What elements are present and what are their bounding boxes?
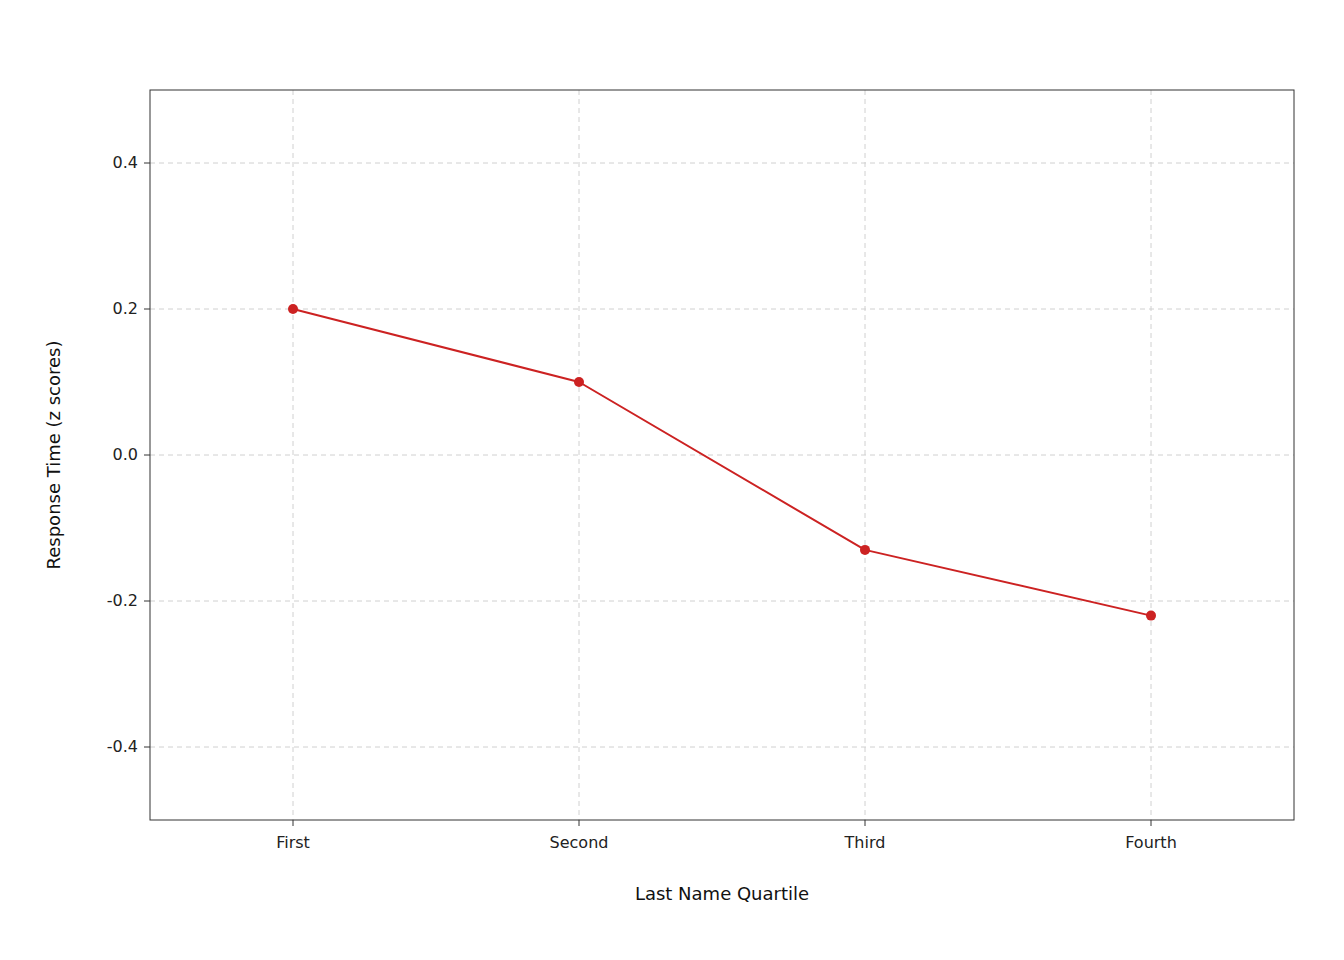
tick-label: 0.2 xyxy=(113,299,138,318)
tick-mark xyxy=(144,601,150,602)
chart-container: -0.4 -0.2 0.0 0.2 0.4 First Second Third Fourth L… xyxy=(0,0,1344,960)
marker xyxy=(860,545,870,555)
tick-mark xyxy=(865,820,866,826)
tick-mark xyxy=(144,163,150,164)
chart: -0.4 -0.2 0.0 0.2 0.4 First Second Third Fourth L… xyxy=(0,0,1344,960)
tick-label: 0.4 xyxy=(113,153,138,172)
grid-line xyxy=(150,747,1294,748)
tick-mark xyxy=(144,747,150,748)
grid-line xyxy=(293,90,294,820)
marker xyxy=(1146,611,1156,621)
tick-label: Fourth xyxy=(1125,833,1177,852)
line xyxy=(293,309,1151,616)
series xyxy=(288,304,1156,621)
tick-mark xyxy=(144,309,150,310)
grid-line xyxy=(150,601,1294,602)
tick-label: -0.4 xyxy=(107,737,138,756)
grid-line xyxy=(150,309,1294,310)
plot-frame xyxy=(150,90,1294,820)
tick-label: Third xyxy=(844,833,886,852)
grid-line xyxy=(1151,90,1152,820)
x-axis-label: Last Name Quartile xyxy=(635,883,809,904)
tick-mark xyxy=(144,455,150,456)
tick-mark xyxy=(579,820,580,826)
tick-label: -0.2 xyxy=(107,591,138,610)
grid-line xyxy=(865,90,866,820)
tick-mark xyxy=(293,820,294,826)
tick-label: 0.0 xyxy=(113,445,138,464)
grid-line xyxy=(150,163,1294,164)
grid-line xyxy=(150,455,1294,456)
tick-mark xyxy=(1151,820,1152,826)
axes: -0.4 -0.2 0.0 0.2 0.4 First Second Third Fourth xyxy=(107,90,1294,852)
tick-label: Second xyxy=(550,833,609,852)
marker xyxy=(288,304,298,314)
tick-label: First xyxy=(276,833,310,852)
grid-line xyxy=(579,90,580,820)
y-axis-label: Response Time (z scores) xyxy=(43,341,64,570)
marker xyxy=(574,377,584,387)
